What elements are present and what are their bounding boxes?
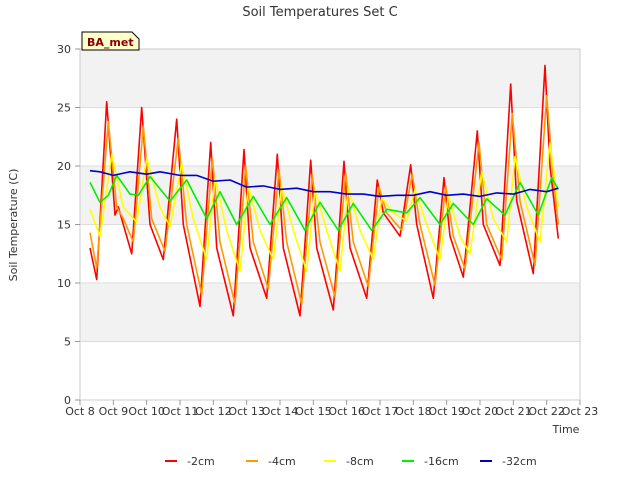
series-lines [89, 64, 560, 317]
chart-title: Soil Temperatures Set C [242, 5, 397, 20]
x-tick-label: Oct 9 [99, 405, 129, 418]
legend-label: -32cm [502, 455, 537, 468]
x-tick-label: Oct 15 [295, 405, 332, 418]
x-tick-label: Oct 12 [195, 405, 232, 418]
y-tick-label: 20 [57, 160, 71, 173]
x-tick-label: Oct 14 [262, 405, 299, 418]
y-tick-label: 10 [57, 277, 71, 290]
series-line-4cm [89, 95, 560, 305]
legend-label: -16cm [424, 455, 459, 468]
y-axis-label: Soil Temperature (C) [7, 169, 20, 282]
y-tick-label: 30 [57, 43, 71, 56]
x-tick-label: Oct 22 [528, 405, 565, 418]
plot-band [80, 283, 580, 342]
y-tick-label: 0 [64, 394, 71, 407]
plot-band [80, 341, 580, 400]
plot-band [80, 49, 580, 108]
series-line-16cm [89, 174, 559, 232]
x-tick-label: Oct 23 [562, 405, 599, 418]
site-badge-label: BA_met [87, 36, 134, 49]
y-tick-label: 25 [57, 102, 71, 115]
plot-background-bands [80, 49, 580, 400]
x-tick-label: Oct 20 [462, 405, 499, 418]
x-tick-label: Oct 11 [162, 405, 199, 418]
site-badge: BA_met [81, 31, 140, 51]
y-axis-ticks: 0 5 10 15 20 25 30 [57, 43, 80, 407]
x-tick-label: Oct 18 [395, 405, 432, 418]
x-tick-label: Oct 21 [495, 405, 532, 418]
plot-band [80, 224, 580, 283]
series-line-32cm [89, 169, 559, 198]
plot-band [80, 107, 580, 166]
x-tick-label: Oct 10 [128, 405, 165, 418]
x-tick-label: Oct 17 [362, 405, 399, 418]
legend: -2cm -4cm -8cm -16cm -32cm [165, 455, 537, 468]
y-tick-label: 5 [64, 336, 71, 349]
x-tick-label: Oct 13 [228, 405, 265, 418]
legend-label: -2cm [187, 455, 215, 468]
legend-label: -4cm [268, 455, 296, 468]
series-line-8cm [89, 141, 560, 273]
legend-label: -8cm [346, 455, 374, 468]
x-tick-label: Oct 8 [65, 405, 95, 418]
site-badge-box [81, 31, 140, 51]
y-tick-label: 15 [57, 219, 71, 232]
x-tick-label: Oct 16 [328, 405, 365, 418]
x-axis-label: Time [552, 423, 580, 436]
x-tick-label: Oct 19 [428, 405, 465, 418]
